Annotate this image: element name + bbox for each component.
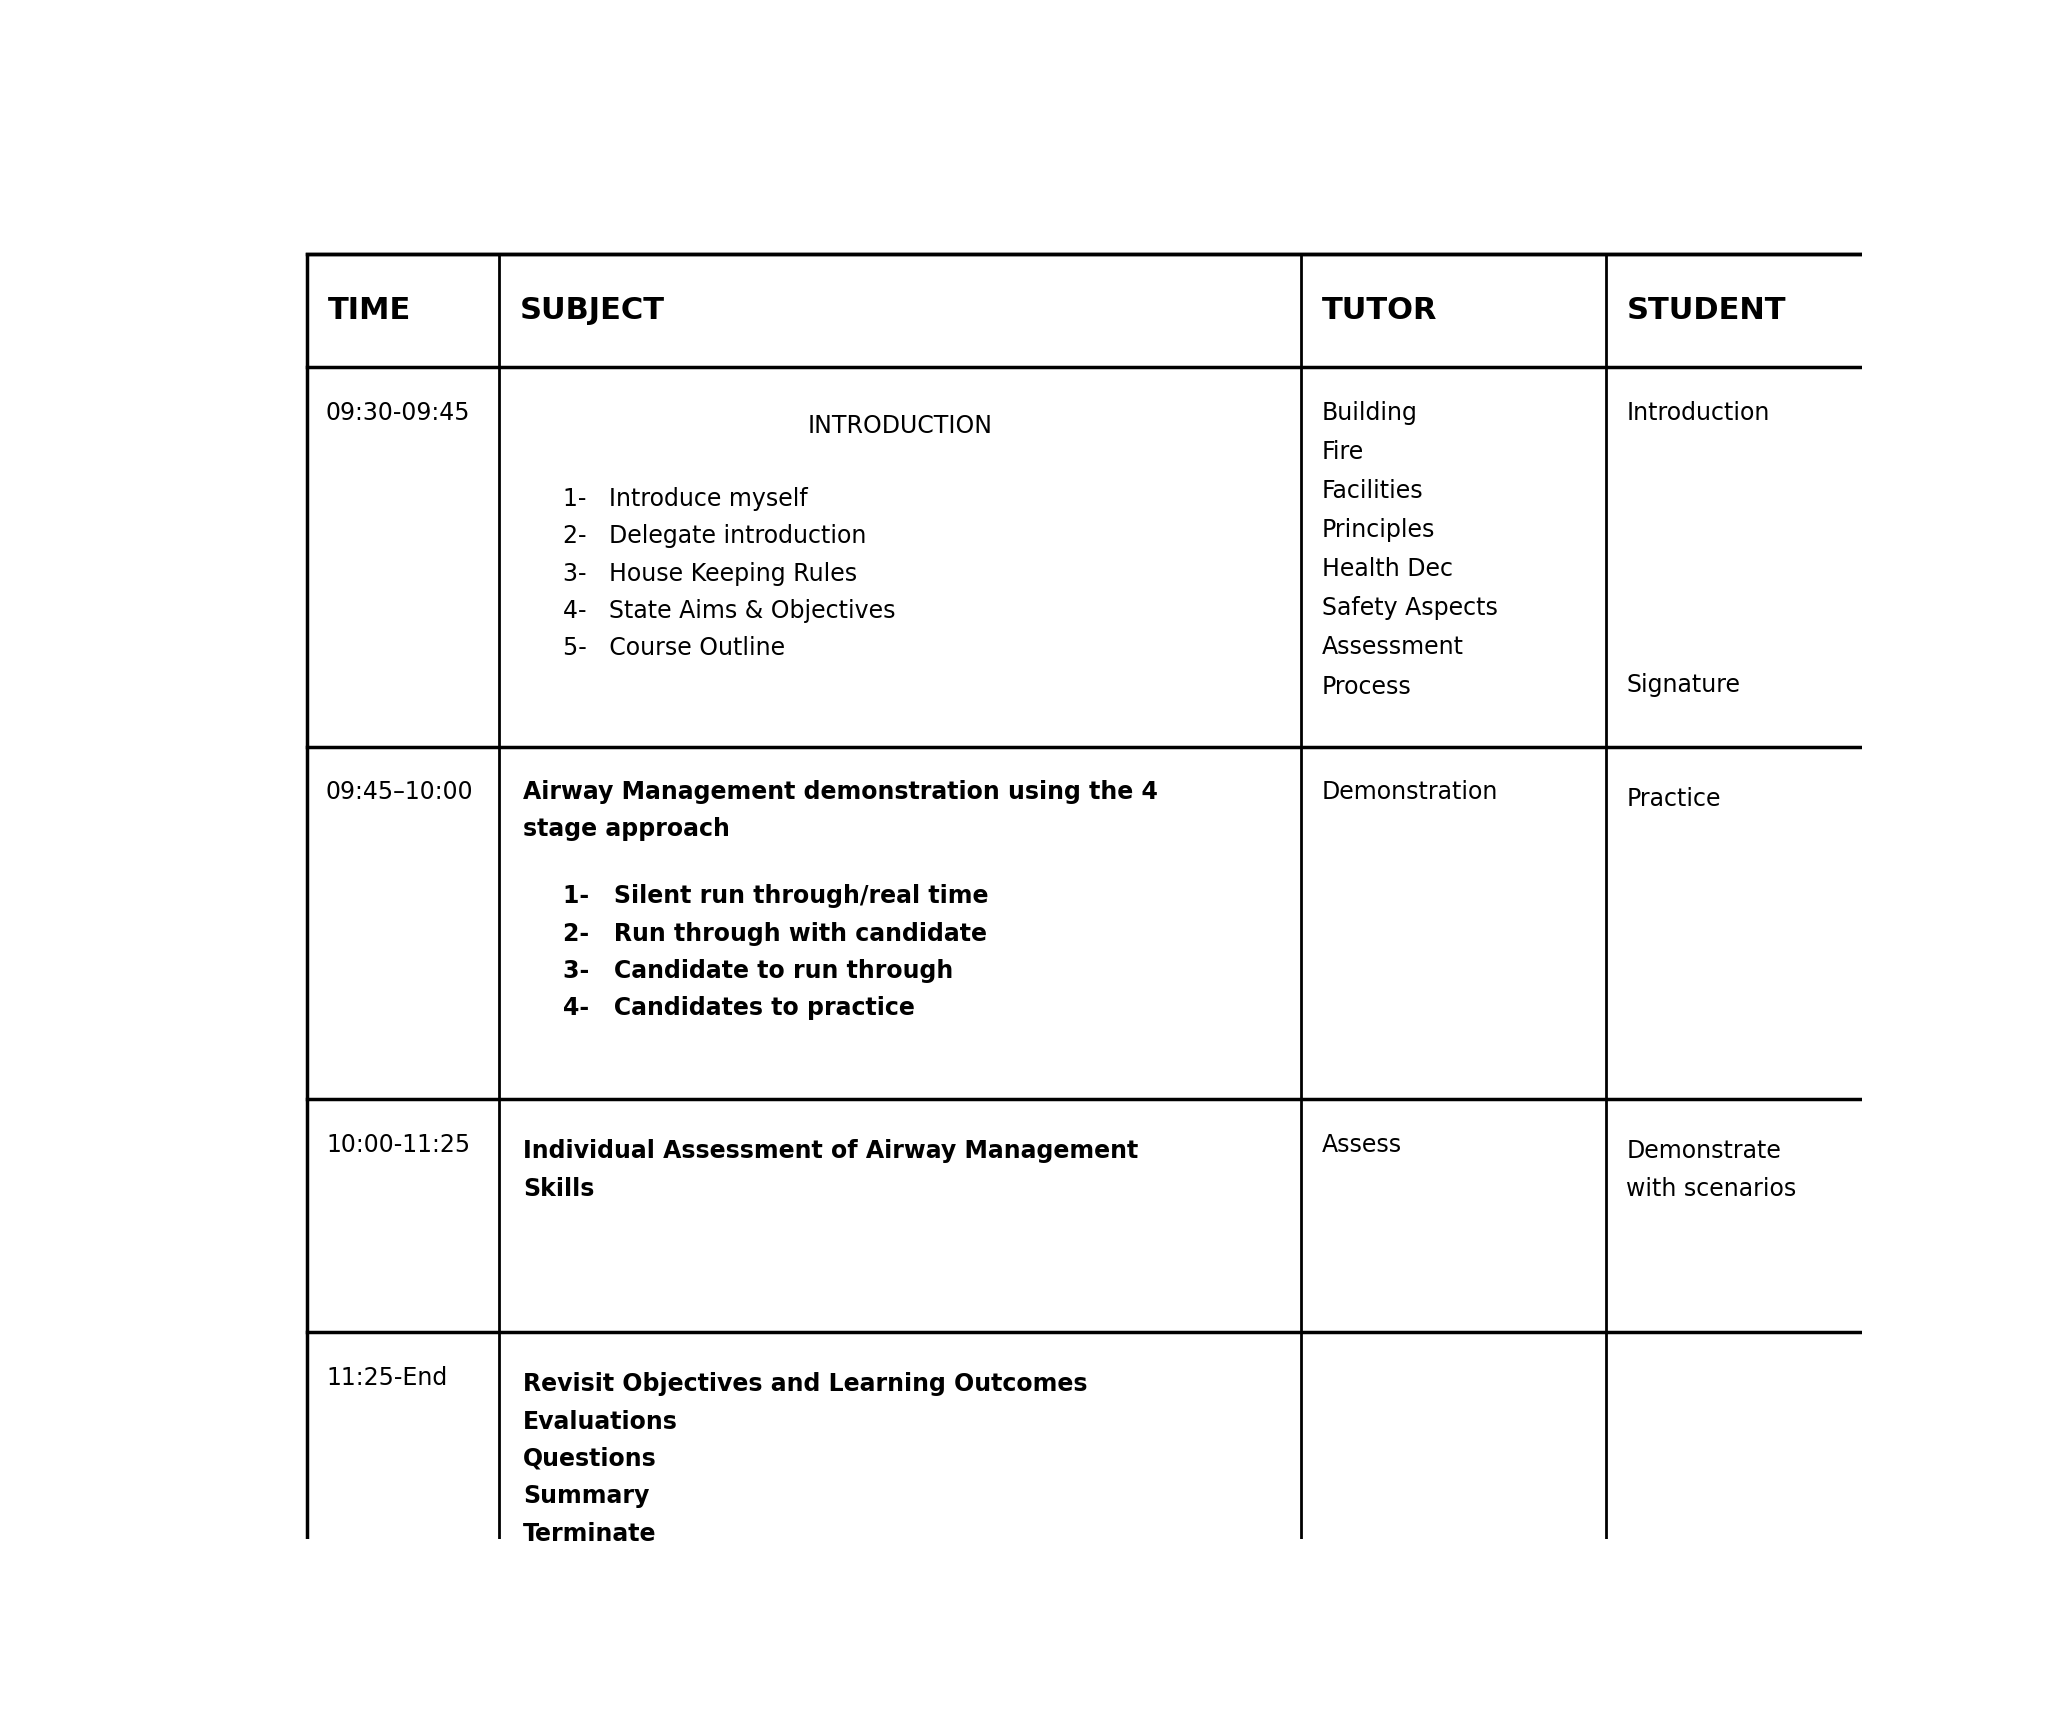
Text: Fire: Fire [1322, 439, 1363, 463]
Text: Building: Building [1322, 401, 1417, 425]
Text: 09:30-09:45: 09:30-09:45 [327, 401, 470, 425]
Text: Safety Aspects: Safety Aspects [1322, 597, 1498, 621]
Text: 4-   Candidates to practice: 4- Candidates to practice [563, 996, 914, 1020]
Text: TIME: TIME [327, 296, 412, 325]
Text: 3-   House Keeping Rules: 3- House Keeping Rules [563, 562, 857, 586]
Text: 09:45–10:00: 09:45–10:00 [327, 780, 474, 804]
Text: Demonstration: Demonstration [1322, 780, 1498, 804]
Text: SUBJECT: SUBJECT [519, 296, 664, 325]
Text: Assess: Assess [1322, 1132, 1403, 1157]
Text: with scenarios: with scenarios [1626, 1177, 1796, 1200]
Text: Individual Assessment of Airway Management: Individual Assessment of Airway Manageme… [523, 1139, 1138, 1164]
Text: STUDENT: STUDENT [1626, 296, 1786, 325]
Text: 11:25-End: 11:25-End [327, 1366, 447, 1390]
Text: Airway Management demonstration using the 4: Airway Management demonstration using th… [523, 780, 1159, 804]
Text: Terminate: Terminate [523, 1522, 656, 1546]
Text: Introduction: Introduction [1626, 401, 1769, 425]
Text: 5-   Course Outline: 5- Course Outline [563, 636, 786, 660]
Text: Questions: Questions [523, 1447, 658, 1471]
Text: Revisit Objectives and Learning Outcomes: Revisit Objectives and Learning Outcomes [523, 1373, 1088, 1397]
Text: 2-   Delegate introduction: 2- Delegate introduction [563, 524, 867, 548]
Text: Skills: Skills [523, 1177, 594, 1200]
Text: Health Dec: Health Dec [1322, 557, 1452, 581]
Text: INTRODUCTION: INTRODUCTION [807, 413, 993, 437]
Text: Evaluations: Evaluations [523, 1409, 679, 1433]
Text: 2-   Run through with candidate: 2- Run through with candidate [563, 922, 987, 946]
Text: Assessment: Assessment [1322, 635, 1463, 659]
Text: TUTOR: TUTOR [1322, 296, 1438, 325]
Text: Demonstrate: Demonstrate [1626, 1139, 1781, 1164]
Text: Process: Process [1322, 674, 1411, 699]
Text: 10:00-11:25: 10:00-11:25 [327, 1132, 470, 1157]
Text: 4-   State Aims & Objectives: 4- State Aims & Objectives [563, 598, 896, 622]
Text: 3-   Candidate to run through: 3- Candidate to run through [563, 960, 954, 982]
Text: Principles: Principles [1322, 519, 1436, 541]
Text: Summary: Summary [523, 1483, 650, 1508]
Text: Facilities: Facilities [1322, 479, 1423, 503]
Text: 1-   Introduce myself: 1- Introduce myself [563, 488, 809, 512]
Text: Practice: Practice [1626, 787, 1721, 811]
Text: 1-   Silent run through/real time: 1- Silent run through/real time [563, 884, 989, 908]
Text: stage approach: stage approach [523, 818, 730, 842]
Text: Signature: Signature [1626, 674, 1740, 697]
